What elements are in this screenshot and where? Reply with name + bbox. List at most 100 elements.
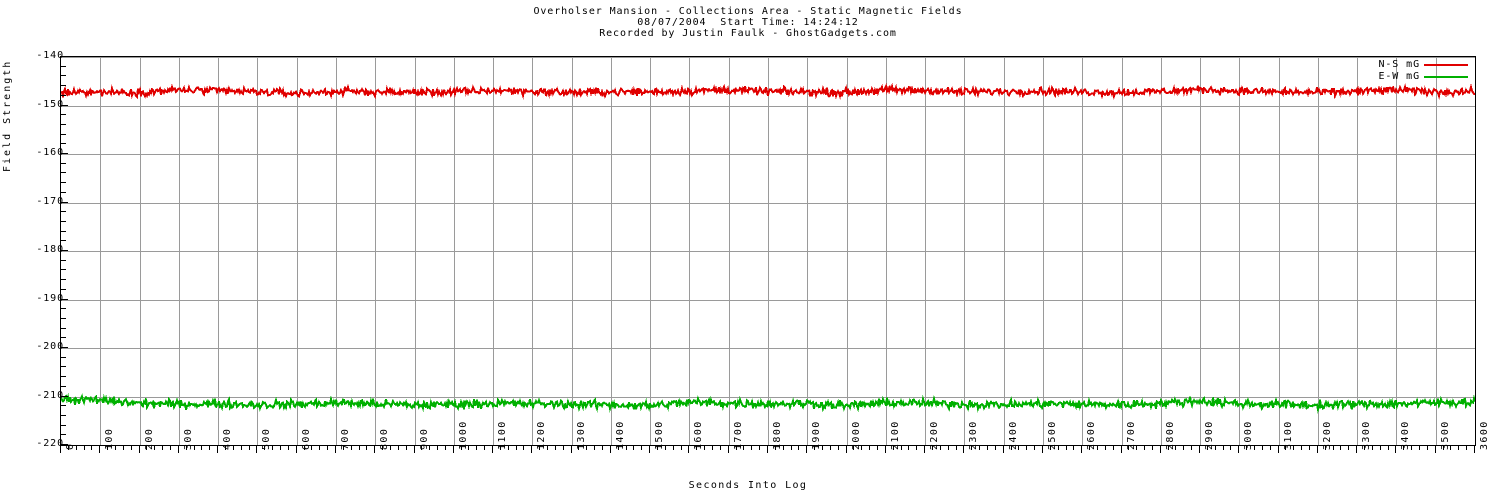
x-axis-tick — [280, 445, 281, 450]
gridline-vertical — [257, 57, 258, 445]
y-axis-tick — [60, 143, 66, 144]
x-axis-tick — [508, 445, 509, 450]
x-axis-tick-label: 2700 — [1126, 420, 1137, 450]
gridline-vertical — [847, 57, 848, 445]
x-axis-tick — [681, 445, 682, 450]
y-axis-tick — [60, 366, 66, 367]
x-axis-tick — [1050, 445, 1051, 450]
x-axis-tick — [500, 445, 501, 450]
x-axis-tick — [783, 445, 784, 450]
y-axis-tick — [60, 376, 66, 377]
x-axis-tick — [233, 445, 234, 450]
x-axis-tick — [641, 445, 642, 450]
y-axis-tick — [60, 347, 68, 348]
x-axis-tick — [1348, 445, 1349, 450]
x-axis-tick — [335, 445, 336, 453]
x-axis-tick — [1066, 445, 1067, 450]
x-axis-tick — [421, 445, 422, 450]
x-axis-tick — [1270, 445, 1271, 450]
gridline-vertical — [768, 57, 769, 445]
x-axis-tick-label: 1200 — [536, 420, 547, 450]
x-axis-tick — [1089, 445, 1090, 450]
y-axis-tick — [60, 357, 66, 358]
y-axis-tick — [60, 75, 66, 76]
y-axis-tick-label: -210 — [36, 390, 64, 401]
x-axis-tick — [814, 445, 815, 450]
y-axis-tick — [60, 211, 66, 212]
y-axis-tick — [60, 396, 68, 397]
gridline-vertical — [1043, 57, 1044, 445]
x-axis-tick-label: 3500 — [1440, 420, 1451, 450]
x-axis-tick — [751, 445, 752, 450]
y-axis-tick — [60, 202, 68, 203]
x-axis-tick — [759, 445, 760, 450]
x-axis-tick — [1238, 445, 1239, 453]
x-axis-tick — [649, 445, 650, 453]
x-axis-tick — [484, 445, 485, 450]
x-axis-tick-label: 1900 — [811, 420, 822, 450]
gridline-vertical — [1318, 57, 1319, 445]
x-axis-tick — [861, 445, 862, 450]
x-axis-tick — [704, 445, 705, 450]
y-axis-tick — [60, 444, 68, 445]
legend-item-e-w-mg: E-W mG — [1313, 71, 1468, 82]
x-axis-tick — [374, 445, 375, 453]
x-axis-tick — [720, 445, 721, 450]
y-axis-tick — [60, 153, 68, 154]
gridline-vertical — [1082, 57, 1083, 445]
x-axis-tick — [940, 445, 941, 450]
y-axis-tick — [60, 308, 66, 309]
x-axis-tick — [1411, 445, 1412, 450]
x-axis-tick — [91, 445, 92, 450]
x-axis-tick-label: 2000 — [851, 420, 862, 450]
x-axis-tick — [1018, 445, 1019, 450]
x-axis-tick-label: 600 — [301, 427, 312, 450]
x-axis-tick — [523, 445, 524, 450]
y-axis-tick — [60, 434, 66, 435]
y-axis-tick-label: -220 — [36, 438, 64, 449]
x-axis-tick — [1168, 445, 1169, 450]
gridline-vertical — [532, 57, 533, 445]
gridline-vertical — [572, 57, 573, 445]
x-axis-tick — [1026, 445, 1027, 450]
x-axis-tick — [1207, 445, 1208, 450]
x-axis-tick-label: 2500 — [1047, 420, 1058, 450]
y-axis-tick — [60, 415, 66, 416]
x-axis-tick — [366, 445, 367, 450]
x-axis-tick — [1097, 445, 1098, 450]
x-axis-tick — [728, 445, 729, 453]
y-axis-tick — [60, 289, 66, 290]
x-axis-tick — [131, 445, 132, 450]
chart-title-block: Overholser Mansion - Collections Area - … — [0, 6, 1496, 39]
x-axis-tick — [578, 445, 579, 450]
x-axis-tick-label: 200 — [144, 427, 155, 450]
x-axis-tick — [359, 445, 360, 450]
x-axis-tick — [84, 445, 85, 450]
x-axis-tick-label: 3600 — [1479, 420, 1490, 450]
x-axis-tick-label: 1600 — [693, 420, 704, 450]
x-axis-tick — [555, 445, 556, 450]
x-axis-tick — [547, 445, 548, 450]
x-axis-tick — [99, 445, 100, 453]
x-axis-tick — [979, 445, 980, 450]
x-axis-tick — [68, 445, 69, 450]
y-axis-tick — [60, 240, 66, 241]
x-axis-tick — [1105, 445, 1106, 450]
x-axis-tick — [1395, 445, 1396, 453]
x-axis-tick-label: 3000 — [1243, 420, 1254, 450]
gridline-vertical — [1004, 57, 1005, 445]
plot-area — [60, 56, 1476, 446]
x-axis-tick — [461, 445, 462, 450]
x-axis-tick — [1474, 445, 1475, 453]
x-axis-tick — [1301, 445, 1302, 450]
y-axis-tick — [60, 337, 66, 338]
x-axis-tick — [696, 445, 697, 450]
x-axis-tick — [1435, 445, 1436, 453]
x-axis-tick — [1293, 445, 1294, 450]
x-axis-tick — [539, 445, 540, 450]
x-axis-tick — [1136, 445, 1137, 450]
gridline-vertical — [1239, 57, 1240, 445]
x-axis-tick — [767, 445, 768, 453]
x-axis-tick — [987, 445, 988, 450]
y-axis-tick — [60, 192, 66, 193]
